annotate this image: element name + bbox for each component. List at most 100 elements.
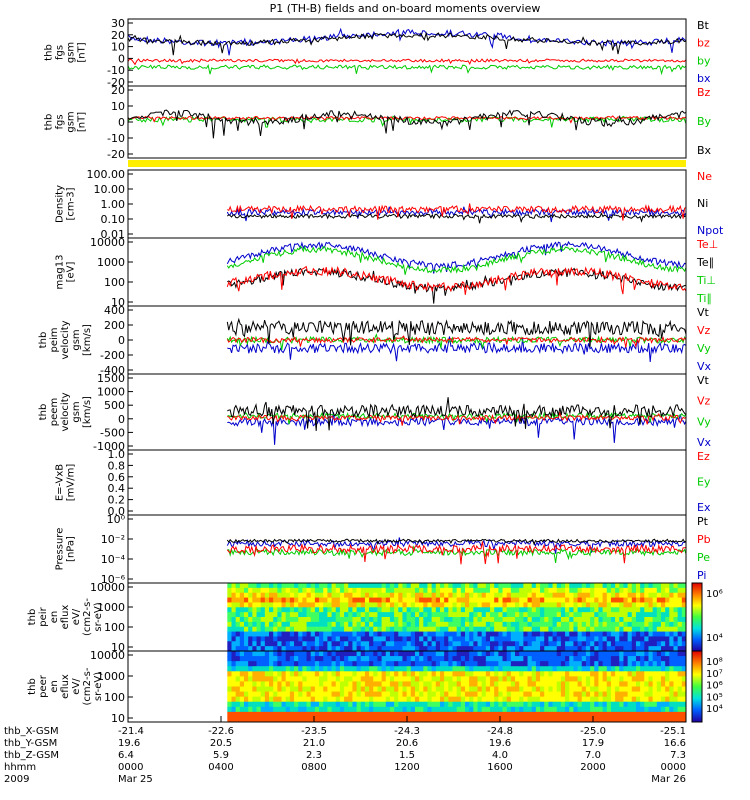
- spectrogram-cell: [573, 701, 579, 708]
- spectrogram-cell: [394, 621, 399, 628]
- spectrogram-cell: [373, 597, 378, 603]
- spectrogram-cell: [652, 602, 658, 608]
- spectrogram-cell: [298, 597, 303, 603]
- spectrogram-cell: [623, 691, 629, 698]
- spectrogram-cell: [344, 701, 349, 708]
- spectrogram-cell: [498, 597, 504, 603]
- spectrogram-cell: [515, 671, 520, 677]
- spectrogram-cell: [556, 651, 562, 657]
- spectrogram-cell: [344, 676, 349, 682]
- spectrogram-cell: [319, 621, 324, 628]
- spectrogram-cell: [660, 646, 666, 652]
- spectrogram-cell: [594, 676, 599, 682]
- spectrogram-cell: [481, 691, 487, 698]
- spectrogram-cell: [460, 641, 466, 647]
- spectrogram-cell: [252, 671, 258, 677]
- spectrogram-cell: [610, 681, 616, 687]
- spectrogram-cell: [423, 706, 428, 713]
- spectrogram-cell: [640, 641, 645, 647]
- spectrogram-cell: [335, 641, 341, 647]
- spectrogram-cell: [452, 696, 458, 703]
- spectrogram-cell: [435, 597, 441, 603]
- spectrogram-cell: [431, 711, 437, 718]
- spectrogram-cell: [344, 641, 349, 647]
- spectrogram-cell: [644, 701, 649, 708]
- spectrogram-cell: [385, 631, 391, 637]
- spectrogram-cell: [544, 636, 549, 642]
- spectrogram-cell: [648, 617, 654, 623]
- spectrogram-cell: [465, 587, 470, 594]
- spectrogram-cell: [510, 716, 516, 723]
- spectrogram-cell: [427, 636, 433, 642]
- spectrogram-cell: [673, 681, 679, 687]
- spectrogram-cell: [681, 612, 687, 618]
- spectrogram-cell: [465, 716, 470, 723]
- te-perp-series: [226, 265, 687, 295]
- spectrogram-cell: [644, 636, 649, 642]
- spectrogram-cell: [364, 636, 370, 642]
- spectrogram-cell: [410, 617, 416, 623]
- y-tick-label: 1.00: [101, 198, 126, 211]
- spectrogram-cell: [348, 661, 353, 667]
- spectrogram-cell: [498, 587, 504, 594]
- spectrogram-cell: [569, 641, 574, 647]
- spectrogram-cell: [619, 602, 624, 608]
- spectrogram-cell: [252, 636, 258, 642]
- spectrogram-cell: [581, 701, 587, 708]
- spectrogram-cell: [506, 607, 512, 613]
- spectrogram-cell: [419, 676, 424, 682]
- spectrogram-cell: [560, 686, 566, 693]
- spectrogram-cell: [606, 706, 612, 713]
- spectrogram-cell: [644, 681, 649, 687]
- spectrogram-cell: [565, 612, 570, 618]
- spectrogram-cell: [248, 626, 253, 633]
- spectrogram-cell: [369, 636, 374, 642]
- spectrogram-cell: [502, 651, 508, 657]
- spectrogram-cell: [406, 651, 412, 657]
- spectrogram-cell: [414, 626, 420, 633]
- spectrogram-cell: [339, 631, 345, 637]
- spectrogram-cell: [556, 641, 562, 647]
- spectrogram-cell: [335, 621, 341, 628]
- spectrogram-cell: [306, 646, 312, 652]
- spectrogram-cell: [669, 607, 674, 613]
- spectrogram-cell: [285, 681, 291, 687]
- spectrogram-cell: [527, 696, 533, 703]
- spectrogram-cell: [606, 626, 612, 633]
- spectrogram-cell: [444, 706, 449, 713]
- spectrogram-cell: [281, 651, 287, 657]
- spectrogram-cell: [677, 656, 683, 662]
- spectrogram-cell: [556, 621, 562, 628]
- spectrogram-cell: [298, 636, 303, 642]
- spectrogram-cell: [665, 691, 670, 698]
- spectrogram-cell: [239, 636, 245, 642]
- spectrogram-cell: [544, 583, 549, 589]
- spectrogram-cell: [319, 656, 324, 662]
- spectrogram-cell: [665, 641, 670, 647]
- y-axis-label: gsm: [66, 111, 77, 132]
- spectrogram-cell: [635, 626, 641, 633]
- spectrogram-cell: [490, 711, 495, 718]
- spectrogram-cell: [506, 631, 512, 637]
- spectrogram-cell: [652, 681, 658, 687]
- y-axis-label: (cm2-s-: [82, 598, 93, 636]
- spectrogram-cell: [327, 592, 333, 599]
- spectrogram-cell: [244, 587, 249, 594]
- spectrogram-cell: [502, 646, 508, 652]
- spectrogram-cell: [490, 676, 495, 682]
- spectrogram-cell: [585, 711, 591, 718]
- spectrogram-cell: [660, 696, 666, 703]
- spectrogram-cell: [610, 621, 616, 628]
- spectrogram-cell: [506, 701, 512, 708]
- spectrogram-cell: [348, 666, 353, 672]
- spectrogram-cell: [519, 592, 524, 599]
- spectrogram-cell: [394, 651, 399, 657]
- spectrogram-cell: [248, 686, 253, 693]
- spectrogram-cell: [431, 656, 437, 662]
- spectrogram-cell: [298, 646, 303, 652]
- spectrogram-cell: [602, 607, 608, 613]
- spectrogram-cell: [231, 626, 237, 633]
- spectrogram-cell: [252, 716, 258, 723]
- spectrogram-cell: [452, 691, 458, 698]
- spectrogram-cell: [506, 583, 512, 589]
